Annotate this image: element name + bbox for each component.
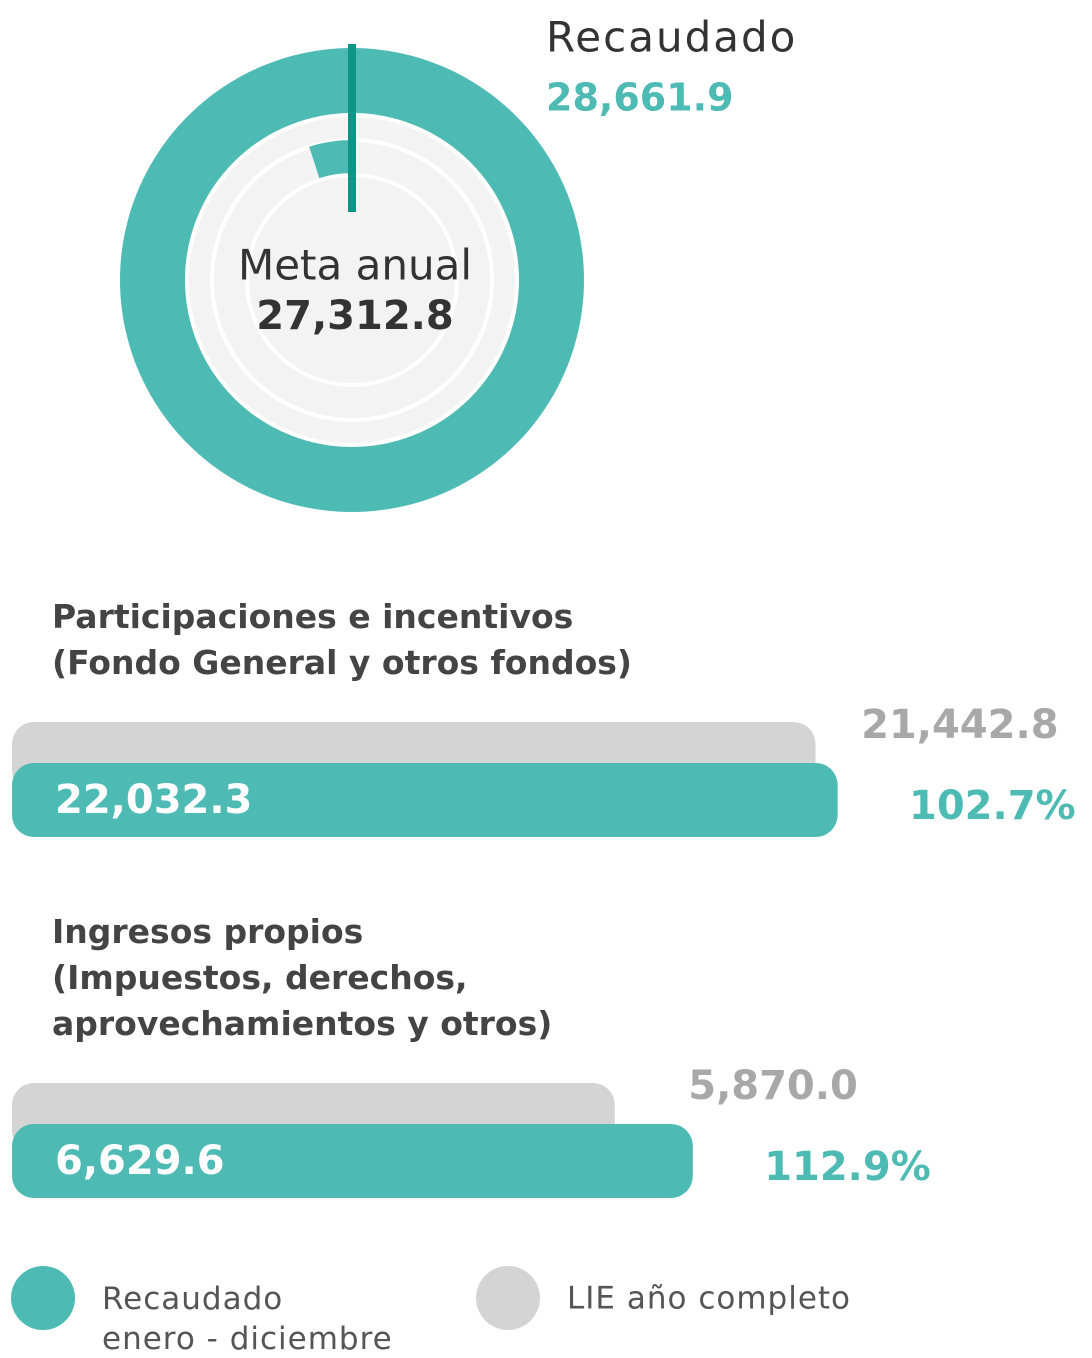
legend-label: LIE año completo bbox=[567, 1281, 851, 1317]
bar-planned-label: 21,442.8 bbox=[861, 702, 1058, 748]
legend-swatch bbox=[11, 1266, 75, 1330]
bar-title: Ingresos propios (Impuestos, derechos, apr… bbox=[52, 912, 552, 1043]
gauge-value: 28,661.9 bbox=[546, 76, 734, 120]
bar-title: Participaciones e incentivos (Fondo Gener… bbox=[52, 597, 632, 682]
bar-actual-label: 6,629.6 bbox=[55, 1138, 225, 1184]
target-label: Meta anual bbox=[238, 241, 472, 290]
legend-swatch bbox=[476, 1266, 540, 1330]
bar-percent: 112.9% bbox=[764, 1144, 931, 1190]
gauge-marker bbox=[348, 44, 356, 212]
bar-planned-label: 5,870.0 bbox=[688, 1063, 858, 1109]
bar-actual bbox=[12, 763, 838, 837]
gauge-excess bbox=[309, 140, 352, 179]
target-value: 27,312.8 bbox=[256, 293, 453, 339]
bar-actual bbox=[12, 1124, 693, 1198]
legend-label: Recaudado enero - diciembre bbox=[102, 1281, 393, 1357]
gauge-label: Recaudado bbox=[546, 13, 797, 62]
bar-actual-label: 22,032.3 bbox=[55, 777, 252, 823]
bar-percent: 102.7% bbox=[909, 783, 1076, 829]
